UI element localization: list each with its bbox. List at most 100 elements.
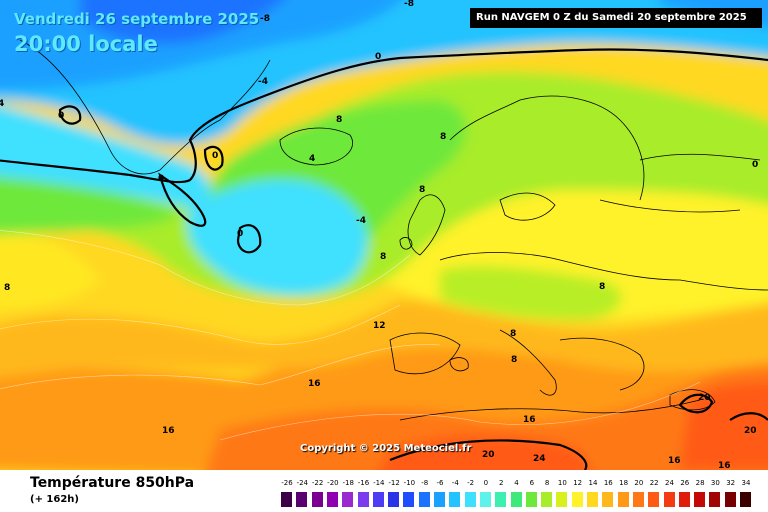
legend-swatch <box>449 492 461 507</box>
temperature-field <box>0 0 768 470</box>
legend-label: 6 <box>529 479 535 487</box>
contour-label: 8 <box>419 185 425 195</box>
contour-label: 20 <box>744 426 757 436</box>
legend-label: 18 <box>619 479 629 487</box>
legend-label: -8 <box>421 479 429 487</box>
contour-label: 8 <box>440 132 446 142</box>
contour-label: 4 <box>0 99 4 109</box>
contour-label: 4 <box>309 154 315 164</box>
legend-label: 4 <box>514 479 519 487</box>
legend-label: 28 <box>695 479 705 487</box>
contour-label: 8 <box>336 115 342 125</box>
legend-label: -18 <box>342 479 354 487</box>
contour-labels: -8 -8 0 -4 0 0 0 0 -4 4 8 8 8 8 4 8 12 8… <box>0 0 758 470</box>
contour-label: 20 <box>482 450 495 460</box>
legend-swatch <box>342 492 354 507</box>
legend-swatch <box>296 492 308 507</box>
legend-label: -4 <box>451 479 459 487</box>
legend-swatch <box>479 492 491 507</box>
run-info-banner: Run NAVGEM 0 Z du Samedi 20 septembre 20… <box>470 8 762 28</box>
legend-label: 22 <box>649 479 659 487</box>
legend-footer: Température 850hPa (+ 162h) -26 -24 -22 -20… <box>0 470 768 512</box>
legend-label: 30 <box>710 479 720 487</box>
legend-swatch <box>709 492 721 507</box>
contour-label: 0 <box>375 52 381 62</box>
contour-label: 20 <box>698 393 711 403</box>
contour-label: 8 <box>599 282 605 292</box>
map-canvas: -8 -8 0 -4 0 0 0 0 -4 4 8 8 8 8 4 8 12 8… <box>0 0 768 470</box>
contour-label: 16 <box>523 415 536 425</box>
contour-label: 16 <box>162 426 175 436</box>
legend-swatch <box>464 492 476 507</box>
legend-swatch <box>326 492 338 507</box>
contour-label: 0 <box>58 111 64 121</box>
legend-label: -10 <box>403 479 416 487</box>
legend-swatch <box>678 492 690 507</box>
legend-labels: -26 -24 -22 -20 -18 -16 -14 -12 -10 -8 -6 -4 -2 0 2 4 6 8… <box>280 479 750 491</box>
legend-label: 0 <box>483 479 489 487</box>
legend-label: -20 <box>327 479 339 487</box>
legend-swatch <box>495 492 507 507</box>
contour-label: 0 <box>212 151 218 161</box>
variable-title: Température 850hPa <box>30 475 195 491</box>
legend-label: -22 <box>311 479 324 487</box>
legend-label: -12 <box>388 479 400 487</box>
legend-label: 14 <box>588 479 598 487</box>
legend-swatch <box>632 492 644 507</box>
contour-label: 0 <box>752 160 758 170</box>
temperature-map[interactable]: -8 -8 0 -4 0 0 0 0 -4 4 8 8 8 8 4 8 12 8… <box>0 0 768 470</box>
legend-swatch <box>694 492 706 507</box>
lead-time: (+ 162h) <box>30 494 79 505</box>
legend-label: 26 <box>680 479 690 487</box>
legend-swatch <box>648 492 660 507</box>
zero-isotherm <box>0 48 768 470</box>
legend-swatch <box>434 492 445 507</box>
coastlines <box>19 39 768 421</box>
legend-swatch <box>602 492 614 507</box>
legend-label: -16 <box>357 479 370 487</box>
legend-color-scale <box>281 492 751 508</box>
legend-swatch <box>724 492 736 507</box>
copyright-notice: Copyright © 2025 Meteociel.fr <box>300 443 472 454</box>
legend-label: 12 <box>573 479 583 487</box>
legend-swatch <box>740 492 751 507</box>
legend-label: -14 <box>373 479 385 487</box>
legend-swatch <box>311 492 323 507</box>
legend-swatch <box>388 492 400 507</box>
contour-label: 24 <box>533 454 546 464</box>
contour-label: 0 <box>237 229 243 239</box>
legend-label: 8 <box>544 479 550 487</box>
legend-swatch <box>587 492 598 507</box>
legend-label: 2 <box>498 479 504 487</box>
contour-label: -4 <box>356 216 366 226</box>
forecast-date: Vendredi 26 septembre 2025 <box>14 10 260 28</box>
forecast-local-time: 20:00 locale <box>14 32 158 56</box>
legend-swatch <box>357 492 369 507</box>
contour-label: 8 <box>380 252 386 262</box>
legend-swatch <box>663 492 675 507</box>
legend-label: -26 <box>281 479 293 487</box>
legend-swatch <box>525 492 537 507</box>
legend-label: 24 <box>665 479 674 487</box>
contour-label: 12 <box>373 321 386 331</box>
contour-label: 0 <box>158 174 164 184</box>
contour-label: -4 <box>258 77 268 87</box>
contour-label: 8 <box>510 329 516 339</box>
legend-label: -24 <box>296 479 309 487</box>
legend-swatch <box>418 492 430 507</box>
legend-swatch <box>571 492 583 507</box>
contour-label: -8 <box>260 14 270 24</box>
legend-label: -2 <box>467 479 475 487</box>
legend-swatch <box>510 492 522 507</box>
contour-label: -8 <box>404 0 414 9</box>
legend-label: 20 <box>634 479 644 487</box>
contour-label: 16 <box>668 456 681 466</box>
legend-swatch <box>617 492 629 507</box>
legend-label: 32 <box>726 479 736 487</box>
legend-label: 10 <box>557 479 567 487</box>
contour-label: 16 <box>718 461 731 470</box>
legend-swatch <box>541 492 553 507</box>
isotherms <box>0 230 701 441</box>
legend-swatch <box>556 492 568 507</box>
legend-swatch <box>281 492 292 507</box>
